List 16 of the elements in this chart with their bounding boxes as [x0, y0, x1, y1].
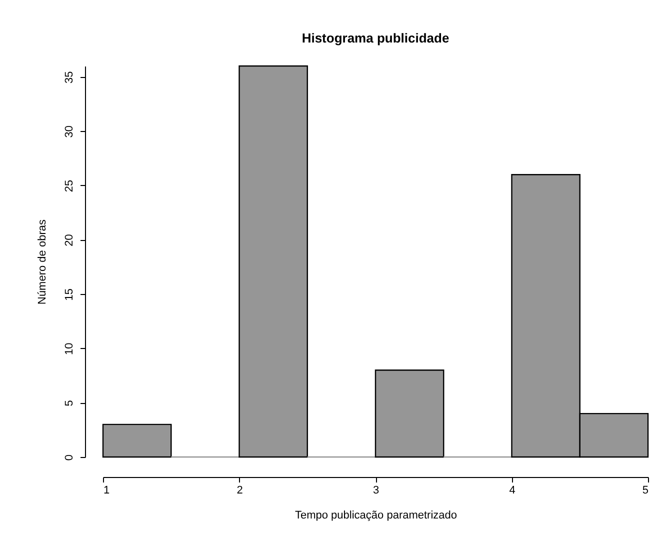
chart-title: Histograma publicidade	[302, 30, 450, 46]
y-tick-label: 5	[64, 400, 76, 406]
x-tick-label: 5	[642, 484, 648, 496]
x-tick-label: 4	[509, 484, 516, 496]
y-tick-label: 10	[64, 342, 76, 356]
y-tick-label: 0	[64, 454, 76, 461]
y-tick-label: 35	[64, 71, 76, 84]
y-tick-label: 30	[64, 126, 76, 138]
x-axis-title: Tempo publicação parametrizado	[294, 510, 458, 522]
y-tick-label: 25	[64, 180, 76, 192]
x-tick-label: 2	[236, 484, 243, 496]
y-tick-label: 15	[64, 288, 76, 301]
y-axis-title: Número de obras	[36, 219, 48, 304]
x-tick-label: 1	[104, 484, 110, 496]
y-tick-label: 20	[64, 234, 76, 246]
x-tick-label: 3	[372, 484, 380, 496]
